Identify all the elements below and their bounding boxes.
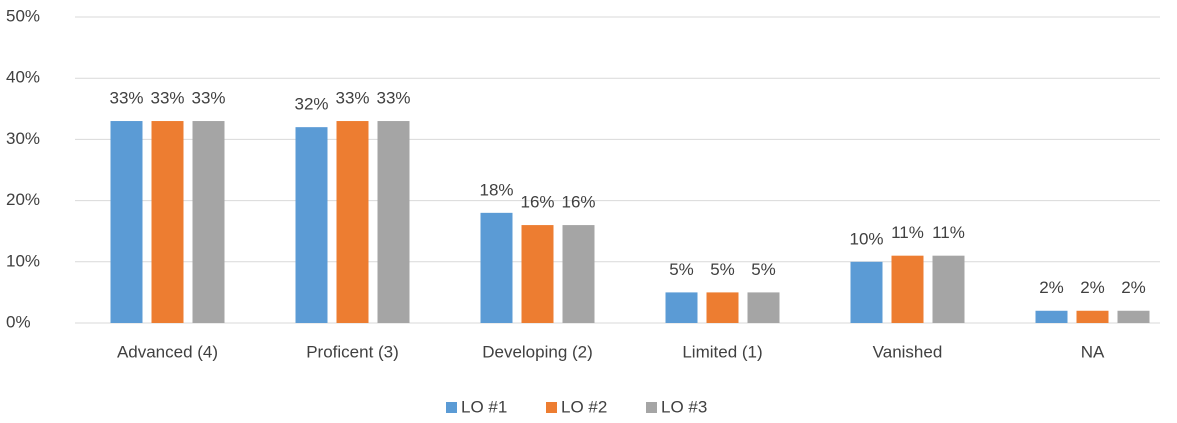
legend-label: LO #1 [461, 397, 507, 416]
y-tick-label: 50% [6, 6, 40, 25]
bar [706, 292, 739, 323]
bar [1076, 310, 1109, 323]
value-label: 33% [376, 89, 410, 108]
value-label: 33% [109, 89, 143, 108]
bar [480, 212, 513, 323]
value-label: 11% [932, 223, 965, 242]
bar [1117, 310, 1150, 323]
bar [377, 121, 410, 323]
value-label: 11% [891, 223, 924, 242]
bar [665, 292, 698, 323]
x-tick-label: Advanced (4) [117, 342, 218, 361]
value-label: 33% [150, 89, 184, 108]
x-tick-label: NA [1081, 342, 1105, 361]
value-label: 18% [479, 180, 513, 199]
y-tick-label: 30% [6, 129, 40, 148]
value-label: 2% [1039, 278, 1064, 297]
value-label: 32% [294, 95, 328, 114]
y-tick-label: 10% [6, 251, 40, 270]
bar [891, 255, 924, 323]
x-tick-label: Vanished [873, 342, 943, 361]
value-label: 5% [669, 260, 694, 279]
x-tick-label: Developing (2) [482, 342, 593, 361]
value-label: 16% [520, 193, 554, 212]
x-tick-label: Proficent (3) [306, 342, 399, 361]
value-label: 33% [191, 89, 225, 108]
bar [1035, 310, 1068, 323]
bar [151, 121, 184, 323]
value-label: 5% [710, 260, 735, 279]
bar [932, 255, 965, 323]
legend-swatch [446, 402, 457, 413]
legend-swatch [546, 402, 557, 413]
bar [850, 261, 883, 323]
x-tick-label: Limited (1) [682, 342, 762, 361]
legend-label: LO #2 [561, 397, 607, 416]
value-label: 16% [561, 193, 595, 212]
bar [192, 121, 225, 323]
value-label: 33% [335, 89, 369, 108]
bar [521, 225, 554, 323]
bar [562, 225, 595, 323]
y-tick-label: 0% [6, 312, 31, 331]
y-tick-label: 40% [6, 68, 40, 87]
bar [747, 292, 780, 323]
bar [295, 127, 328, 323]
value-label: 5% [751, 260, 776, 279]
bar [110, 121, 143, 323]
value-label: 2% [1080, 278, 1105, 297]
bar [336, 121, 369, 323]
value-label: 10% [849, 229, 883, 248]
legend-swatch [646, 402, 657, 413]
y-tick-label: 20% [6, 190, 40, 209]
legend-label: LO #3 [661, 397, 707, 416]
value-label: 2% [1121, 278, 1146, 297]
